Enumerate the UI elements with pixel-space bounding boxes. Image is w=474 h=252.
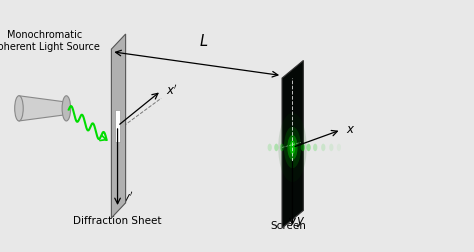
Ellipse shape: [337, 144, 341, 151]
Text: Diffraction Sheet: Diffraction Sheet: [73, 215, 162, 226]
Polygon shape: [19, 96, 66, 121]
Ellipse shape: [274, 144, 278, 151]
Text: $y$: $y$: [296, 215, 306, 229]
Text: $L$: $L$: [199, 33, 209, 49]
Ellipse shape: [301, 144, 305, 151]
Ellipse shape: [313, 144, 318, 151]
Ellipse shape: [267, 144, 272, 151]
Text: Monochromatic
Coherent Light Source: Monochromatic Coherent Light Source: [0, 30, 100, 52]
Polygon shape: [111, 34, 126, 218]
Ellipse shape: [306, 144, 311, 151]
Ellipse shape: [15, 96, 23, 121]
Ellipse shape: [284, 127, 301, 168]
Text: Screen: Screen: [270, 220, 306, 231]
Ellipse shape: [287, 135, 298, 160]
Bar: [115, 110, 120, 142]
Ellipse shape: [321, 144, 325, 151]
Text: $x'$: $x'$: [166, 83, 178, 98]
Ellipse shape: [278, 113, 307, 182]
Ellipse shape: [62, 96, 71, 121]
Ellipse shape: [329, 144, 333, 151]
Ellipse shape: [280, 144, 284, 151]
Text: $x$: $x$: [346, 123, 356, 136]
Text: $y'$: $y'$: [122, 189, 134, 207]
Ellipse shape: [290, 141, 295, 154]
Polygon shape: [282, 60, 303, 228]
